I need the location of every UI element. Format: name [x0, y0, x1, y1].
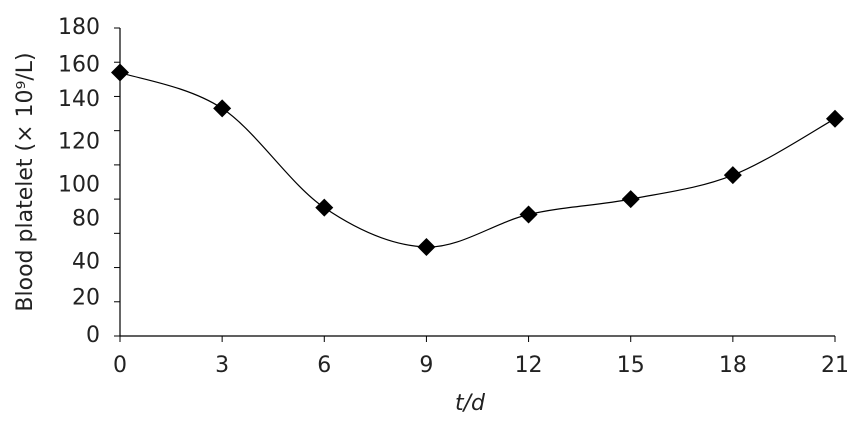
- y-tick-label: 140: [58, 87, 100, 112]
- y-tick-label: 80: [72, 207, 100, 232]
- x-tick-label: 12: [515, 353, 543, 378]
- y-tick-label: 160: [58, 53, 100, 78]
- marker: [621, 190, 640, 209]
- line: [119, 71, 836, 248]
- marker: [213, 99, 232, 118]
- marker: [315, 198, 334, 217]
- x-axis-label: t/d: [455, 391, 486, 416]
- y-tick-label: 20: [72, 285, 100, 310]
- marker: [111, 63, 129, 82]
- x-tick-label: 3: [215, 353, 229, 378]
- x-tick-label: 21: [821, 353, 849, 378]
- x-tick-label: 0: [113, 353, 127, 378]
- y-tick-label: 40: [72, 249, 100, 274]
- y-axis-label: Blood platelet (× 10⁹/L): [13, 52, 38, 311]
- y-tick-label: 100: [58, 172, 100, 197]
- x-tick-label: 18: [719, 353, 747, 378]
- marker: [723, 166, 742, 185]
- marker: [417, 238, 436, 257]
- x-tick-label: 15: [617, 353, 645, 378]
- x-tick-label: 9: [419, 353, 433, 378]
- x-tick-label: 6: [317, 353, 331, 378]
- y-tick-label: 0: [86, 323, 100, 348]
- y-tick-label: 120: [58, 130, 100, 155]
- marker: [826, 109, 844, 128]
- marker: [519, 205, 538, 224]
- y-tick-label: 180: [58, 15, 100, 40]
